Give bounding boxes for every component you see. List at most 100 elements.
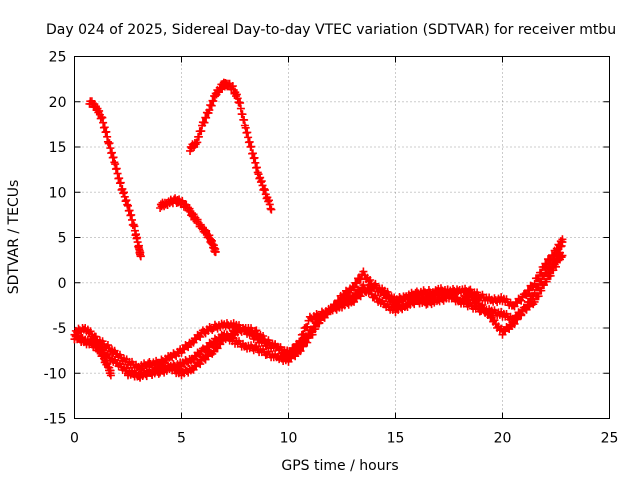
data-point [245, 137, 254, 146]
data-point [99, 350, 108, 359]
data-point [490, 316, 499, 325]
data-point [211, 247, 220, 256]
x-tick-label: 15 [387, 431, 405, 447]
data-point [517, 296, 526, 305]
x-axis-label: GPS time / hours [281, 458, 398, 474]
data-point [311, 325, 320, 334]
data-point [196, 332, 205, 341]
data-point [332, 301, 341, 310]
x-tick-label: 0 [70, 431, 79, 447]
data-point [303, 338, 312, 347]
data-point [250, 153, 259, 162]
data-point [197, 127, 206, 136]
data-point [124, 201, 132, 210]
data-point [196, 360, 205, 369]
y-tick-label: 0 [58, 276, 67, 292]
x-tick-label: 10 [280, 431, 298, 447]
data-point [296, 336, 305, 345]
data-point [266, 204, 275, 213]
data-point [103, 132, 112, 141]
data-point [238, 110, 247, 119]
series-pass-c [186, 78, 276, 214]
data-point [136, 252, 145, 261]
data-point [112, 164, 121, 173]
data-point [111, 160, 120, 169]
y-tick-label: 15 [49, 140, 67, 156]
data-point [328, 305, 337, 314]
data-point [243, 128, 252, 137]
data-point [96, 114, 105, 123]
data-point [95, 106, 104, 115]
y-ticks: -15 -10 -5 0 5 10 15 20 25 [44, 50, 610, 428]
data-point [253, 168, 262, 177]
data-point [240, 115, 249, 124]
data-point [125, 206, 134, 215]
data-point [257, 177, 266, 186]
data-point [232, 90, 241, 99]
data-point [510, 319, 519, 328]
data-point [359, 267, 368, 276]
data-point [366, 276, 375, 285]
data-point [142, 363, 151, 372]
data-point [128, 215, 137, 224]
data-point [248, 149, 257, 158]
data-point [291, 344, 300, 353]
data-point [556, 248, 565, 257]
data-point [99, 118, 108, 127]
data-point [193, 138, 202, 147]
data-point [299, 342, 308, 351]
data-point [193, 215, 202, 224]
data-point [522, 291, 531, 300]
data-point [260, 184, 269, 193]
y-tick-label: 25 [49, 50, 67, 66]
data-series [70, 78, 567, 382]
data-point [209, 97, 218, 106]
data-point [315, 313, 324, 322]
data-point [542, 277, 551, 286]
data-point [485, 309, 494, 318]
series-pass-d [70, 235, 567, 373]
data-point [264, 196, 273, 205]
data-point [236, 98, 245, 107]
data-point [537, 286, 546, 295]
data-point [463, 295, 472, 304]
data-point [202, 113, 211, 122]
data-point [558, 238, 567, 247]
data-point [200, 118, 209, 127]
data-point [534, 292, 543, 301]
series-pass-a [85, 97, 145, 261]
data-point [110, 158, 119, 167]
data-point [557, 241, 566, 250]
y-tick-label: -10 [44, 366, 67, 382]
data-point [100, 123, 109, 132]
y-tick-label: 5 [58, 231, 67, 247]
x-tick-label: 20 [494, 431, 512, 447]
data-point [123, 200, 132, 209]
y-tick-label: 10 [49, 185, 67, 201]
x-tick-label: 5 [177, 431, 186, 447]
data-point [127, 210, 136, 219]
data-point [116, 178, 125, 187]
data-point [252, 163, 261, 172]
data-point [86, 327, 95, 336]
data-point [422, 297, 431, 306]
data-point [267, 205, 276, 214]
data-point [530, 297, 539, 306]
data-point [247, 142, 256, 151]
data-point [106, 371, 115, 380]
data-point [244, 133, 253, 142]
grid [74, 56, 610, 419]
data-point [546, 271, 555, 280]
data-point [265, 200, 274, 209]
data-point [513, 315, 522, 324]
data-point [525, 286, 534, 295]
data-point [105, 139, 114, 148]
data-point [287, 348, 296, 357]
data-point [107, 148, 116, 157]
data-point [216, 340, 225, 349]
data-point [115, 174, 124, 183]
data-point [284, 353, 293, 362]
data-point [98, 113, 107, 122]
data-point [113, 169, 122, 178]
